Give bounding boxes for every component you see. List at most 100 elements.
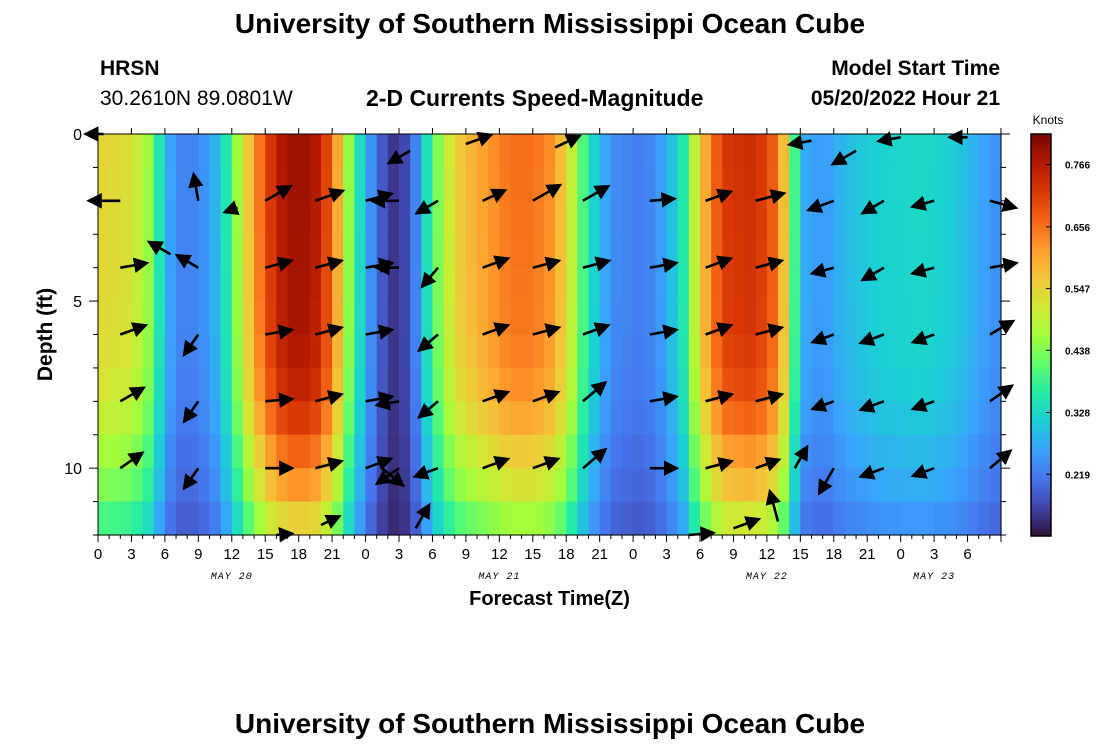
heatmap-cell: [198, 301, 211, 336]
heatmap-cell: [599, 334, 612, 369]
heatmap-cell: [867, 167, 879, 202]
heatmap-cell: [354, 501, 367, 536]
heatmap-cell: [889, 234, 902, 269]
heatmap-cell: [220, 501, 233, 536]
heatmap-cell: [521, 301, 534, 336]
heatmap-cell: [510, 167, 523, 202]
heatmap-cell: [231, 234, 244, 269]
heatmap-cell: [131, 367, 144, 402]
heatmap-cell: [822, 267, 835, 302]
heatmap-cell: [677, 367, 690, 402]
heatmap-cell: [766, 134, 779, 169]
current-vector: [532, 183, 563, 202]
heatmap-cell: [209, 468, 222, 503]
heatmap-cell: [744, 134, 757, 169]
colorbar-tick-label: 0.438: [1065, 346, 1090, 357]
heatmap-cell: [287, 334, 300, 369]
heatmap-cell: [978, 434, 991, 469]
heatmap-cell: [688, 468, 701, 503]
heatmap-cell: [242, 167, 255, 202]
heatmap-cell: [343, 167, 356, 202]
x-tick-label: 21: [591, 546, 608, 563]
heatmap-cell: [744, 267, 757, 302]
heatmap-cell: [432, 334, 445, 369]
heatmap-cell: [644, 167, 657, 202]
heatmap-cell: [967, 200, 980, 235]
heatmap-cell: [945, 167, 958, 202]
heatmap-cell: [911, 134, 924, 169]
heatmap-cell: [744, 334, 757, 369]
heatmap-cell: [755, 334, 768, 369]
heatmap-cell: [242, 501, 255, 536]
heatmap-cell: [677, 334, 690, 369]
heatmap-cell: [309, 367, 322, 402]
heatmap-cell: [833, 468, 846, 503]
current-vector: [649, 391, 679, 407]
y-tick-label: 10: [64, 461, 82, 478]
heatmap-cell: [755, 401, 768, 436]
heatmap-cell: [120, 501, 133, 536]
heatmap-cell: [532, 468, 545, 503]
heatmap-cell: [220, 267, 233, 302]
heatmap-cell: [856, 301, 868, 336]
current-vector: [532, 389, 561, 404]
heatmap-cell: [254, 267, 266, 302]
heatmap-cell: [465, 200, 478, 235]
heatmap-cell: [666, 468, 679, 503]
heatmap-cell: [231, 200, 244, 235]
heatmap-cell: [878, 301, 891, 336]
heatmap-cell: [633, 434, 645, 469]
heatmap-cell: [332, 167, 344, 202]
heatmap-cell: [332, 367, 344, 402]
heatmap-cell: [922, 334, 935, 369]
x-tick-label: 3: [395, 546, 403, 563]
heatmap-cell: [744, 434, 757, 469]
heatmap-cell: [499, 134, 512, 169]
heatmap-cell: [599, 501, 612, 536]
colorbar-tick-label: 0.219: [1065, 470, 1090, 481]
heatmap-cell: [120, 401, 133, 436]
heatmap-cell: [766, 234, 779, 269]
heatmap-cell: [555, 267, 567, 302]
heatmap-cell: [532, 401, 545, 436]
heatmap-cell: [332, 134, 344, 169]
heatmap-cell: [677, 200, 690, 235]
heatmap-cell: [789, 501, 801, 536]
heatmap-cell: [956, 401, 969, 436]
heatmap-cell: [610, 501, 623, 536]
heatmap-cell: [510, 468, 523, 503]
x-tick-label: 6: [161, 546, 169, 563]
current-vector: [182, 400, 200, 424]
heatmap-cell: [766, 301, 779, 336]
heatmap-cell: [187, 401, 199, 436]
heatmap-cell: [198, 367, 211, 402]
heatmap-cell: [577, 134, 590, 169]
heatmap-cell: [922, 167, 935, 202]
x-tick-label: 15: [257, 546, 274, 563]
heatmap-cell: [454, 200, 467, 235]
heatmap-cell: [588, 468, 601, 503]
x-axis: 0 3 6 9 12 15 18 21 0 3 6 9 12 15 18 21 0 3 6 9 12 15 18 21 0 3 6: [94, 128, 1002, 563]
heatmap-cell: [934, 301, 946, 336]
current-vector: [705, 188, 734, 204]
heatmap-cell: [666, 334, 679, 369]
heatmap-cell: [700, 234, 712, 269]
heatmap-cell: [588, 134, 601, 169]
current-vector: [119, 322, 149, 338]
heatmap-cell: [711, 501, 723, 536]
heatmap-cell: [733, 367, 746, 402]
heatmap-cell: [499, 434, 512, 469]
heatmap-cell: [733, 267, 746, 302]
current-vector: [188, 171, 204, 202]
heatmap-cell: [844, 334, 857, 369]
heatmap-cell: [800, 301, 813, 336]
current-vector: [315, 457, 345, 473]
heatmap-cell: [376, 334, 389, 369]
heatmap-cell: [978, 468, 991, 503]
heatmap-cell: [588, 200, 601, 235]
heatmap-cell: [532, 334, 545, 369]
heatmap-cell: [176, 334, 188, 369]
heatmap-cell: [276, 434, 289, 469]
heatmap-cell: [677, 134, 690, 169]
heatmap-cell: [856, 200, 868, 235]
